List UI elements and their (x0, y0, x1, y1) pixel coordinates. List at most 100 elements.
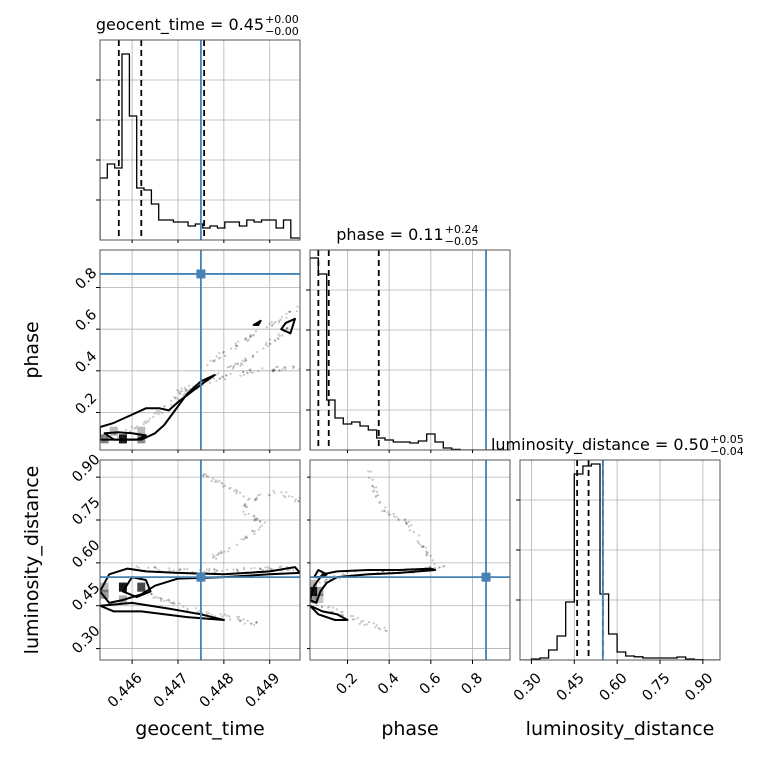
panel-geocent_time-vs-luminosity_distance (100, 460, 300, 660)
density-cell (137, 582, 146, 592)
sample-point (173, 602, 176, 605)
sample-point (205, 610, 208, 613)
sample-point (277, 333, 280, 336)
sample-point (219, 356, 222, 359)
sample-point (178, 602, 181, 605)
sample-point (219, 552, 223, 555)
sample-point (210, 613, 213, 617)
sample-point (261, 367, 264, 370)
sample-point (215, 379, 218, 382)
x-tick-label: 0.4 (375, 670, 403, 698)
sample-point (153, 566, 157, 569)
sample-point (287, 495, 290, 498)
sample-point (276, 337, 279, 340)
sample-point (277, 337, 280, 340)
sample-point (368, 476, 371, 479)
histogram-title: geocent_time = 0.45 (96, 15, 264, 35)
sample-point (320, 606, 323, 609)
sample-point (425, 554, 428, 557)
sample-point (226, 614, 229, 617)
sample-point (155, 412, 158, 415)
truth-marker (196, 269, 206, 279)
title-phase: phase = 0.11 +0.24−0.05 (336, 223, 478, 248)
sample-point (321, 605, 324, 608)
sample-point (220, 550, 223, 553)
sample-point (346, 571, 349, 574)
sample-point (212, 553, 215, 556)
sample-point (206, 364, 209, 367)
sample-point (244, 358, 247, 361)
density-cell (310, 586, 318, 596)
sample-point (293, 500, 297, 503)
sample-point (244, 338, 247, 341)
sample-point (381, 509, 384, 512)
sample-point (429, 554, 432, 558)
sample-point (257, 494, 260, 497)
density-cell (118, 582, 127, 592)
sample-point (228, 365, 231, 368)
sample-point (257, 370, 260, 373)
y-axis-label: luminosity_distance (21, 466, 43, 655)
sample-point (425, 550, 428, 553)
sample-point (258, 520, 262, 523)
sample-point (202, 472, 205, 475)
sample-point (273, 368, 276, 371)
sample-point (226, 366, 229, 369)
sample-point (253, 519, 256, 522)
sample-point (426, 551, 429, 554)
sample-point (328, 605, 331, 608)
panel-phase-vs-luminosity_distance (310, 460, 510, 660)
sample-point (134, 427, 137, 430)
sample-point (174, 397, 177, 400)
sample-point (384, 629, 387, 632)
sample-point (242, 538, 245, 541)
sample-point (264, 343, 267, 346)
y-tick-label: 0.30 (69, 623, 103, 657)
sample-point (253, 623, 256, 627)
sample-point (416, 540, 419, 543)
sample-point (262, 347, 265, 350)
sample-point (228, 487, 231, 490)
sample-point (278, 370, 281, 373)
sample-point (383, 509, 386, 512)
sample-point (207, 475, 210, 478)
sample-point (176, 389, 179, 392)
sample-point (150, 592, 153, 596)
sample-point (383, 626, 386, 629)
sample-point (236, 570, 239, 573)
title-upper-error: +0.00 (265, 13, 299, 26)
sample-point (143, 420, 146, 423)
sample-point (255, 620, 258, 624)
sample-point (271, 368, 274, 371)
sample-point (376, 494, 380, 497)
sample-point (278, 334, 281, 337)
sample-point (254, 330, 258, 333)
sample-point (373, 489, 376, 492)
sample-point (237, 618, 240, 621)
sample-point (369, 470, 372, 473)
x-tick-label: 0.90 (682, 670, 716, 704)
density-cell (310, 594, 318, 604)
sample-point (229, 618, 232, 621)
sample-point (243, 622, 246, 625)
sample-point (273, 369, 276, 372)
sample-point (242, 566, 246, 570)
sample-point (259, 568, 262, 571)
sample-point (232, 366, 235, 369)
sample-point (251, 355, 254, 358)
x-tick-label: 0.8 (458, 670, 486, 698)
sample-point (116, 435, 120, 438)
sample-point (245, 359, 248, 362)
sample-point (363, 623, 366, 627)
sample-point (393, 515, 396, 518)
sample-point (244, 357, 247, 360)
sample-point (179, 568, 182, 571)
sample-point (247, 338, 250, 342)
sample-point (163, 405, 166, 409)
sample-point (405, 523, 408, 526)
sample-point (329, 577, 332, 580)
sample-point (245, 536, 248, 539)
sample-point (422, 545, 425, 548)
contour-line (103, 431, 147, 441)
contour-line (280, 317, 296, 335)
